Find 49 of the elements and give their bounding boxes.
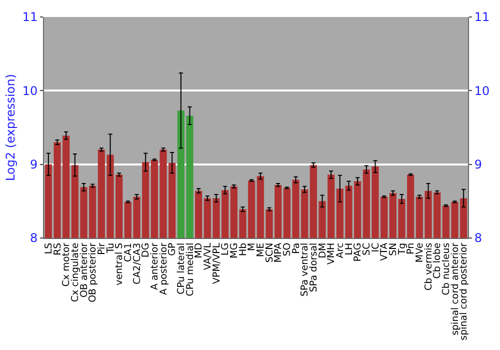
x-tick-label: Pir: [96, 242, 108, 255]
x-tick-label: Pn: [406, 242, 417, 254]
x-tick-label: VTA: [379, 242, 390, 261]
x-tick-label: ME: [256, 242, 267, 258]
x-tick-label: Hb: [238, 242, 249, 256]
x-tick-label: CPu medial: [184, 242, 196, 296]
x-tick-label: SC: [362, 242, 373, 256]
x-tick-label: Tu: [105, 242, 116, 254]
x-tick-label: MPA: [273, 242, 284, 263]
x-tick-label: IC: [370, 242, 382, 252]
x-tick-label: SN: [388, 242, 400, 256]
y2-tick-label: 11: [474, 10, 490, 24]
x-tick-label: M: [246, 242, 258, 252]
x-tick-label: MD: [194, 242, 205, 258]
x-tick-label: Cb lobe: [432, 242, 444, 279]
x-tick-label: GP: [167, 242, 178, 256]
x-tick-label: DM: [317, 242, 328, 258]
x-tick-label: Cx cingulate: [70, 242, 82, 302]
x-tick-label: SPa dorsal: [308, 242, 320, 292]
x-tick-label: RS: [52, 242, 64, 256]
x-tick-label: CA1: [123, 242, 134, 262]
x-tick-label: PAG: [352, 242, 364, 262]
x-tick-label: CA2/CA3: [132, 242, 143, 284]
x-tick-label: MVe: [414, 242, 426, 263]
y-tick-label: 8: [30, 231, 38, 246]
x-tick-label: Cb vermis: [423, 242, 434, 291]
x-tick-label: OB posterior: [88, 242, 99, 302]
x-tick-label: LS: [44, 242, 55, 254]
x-tick-label: VA/VL: [202, 242, 214, 270]
x-tick-label: spinal cord posterior: [458, 242, 470, 340]
x-tick-label: SCN: [264, 242, 276, 263]
y2-tick-label: 8: [474, 231, 482, 246]
y2-tick-label: 10: [474, 84, 490, 98]
x-tick-label: Arc: [335, 242, 346, 258]
x-tick-label: LH: [344, 242, 355, 256]
x-tick-label: Tg: [396, 242, 408, 256]
x-tick-label: Pa: [290, 242, 302, 254]
y-tick-label: 11: [22, 10, 38, 24]
y-tick-label: 9: [30, 158, 38, 172]
x-tick-label: ventral S: [114, 242, 126, 286]
x-tick-label: A posterior: [158, 242, 170, 295]
x-tick-label: VMH: [326, 242, 338, 265]
x-tick-label: DG: [140, 242, 152, 258]
x-tick-label: LG: [220, 242, 232, 256]
y2-tick-label: 9: [474, 158, 482, 172]
x-tick-label: VPM/VPL: [211, 242, 222, 284]
x-tick-label: SO: [282, 242, 294, 256]
y-axis-title: Log2 (expression): [4, 74, 18, 181]
y-tick-label: 10: [22, 84, 38, 98]
